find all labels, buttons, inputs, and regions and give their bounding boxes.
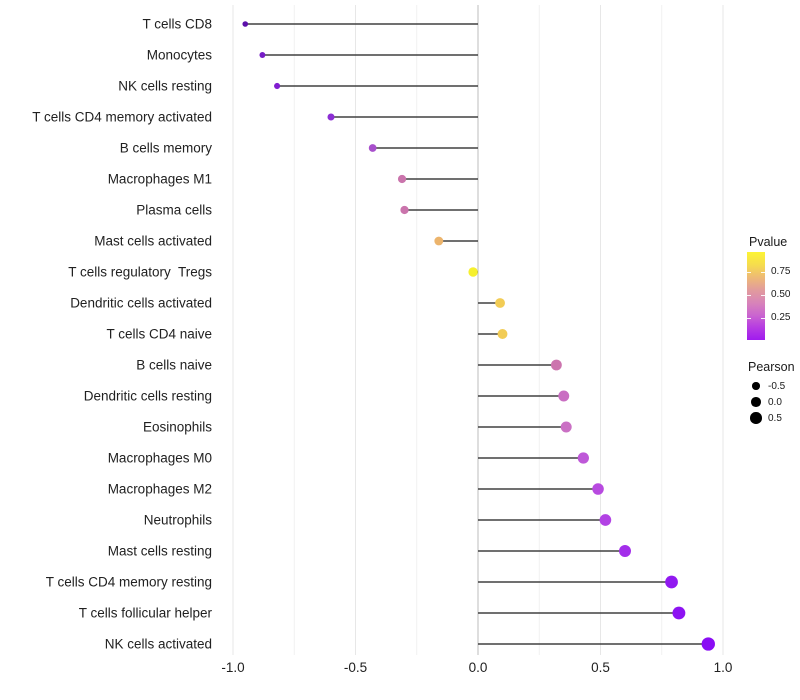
lollipop-point	[242, 21, 249, 27]
x-axis-tick-label: 0.5	[591, 660, 610, 675]
lollipop-point	[592, 483, 604, 495]
pearson-size-label: 0.0	[768, 397, 782, 408]
colorbar-tick	[747, 271, 751, 274]
y-axis-label: Mast cells resting	[108, 544, 212, 559]
y-axis-label: T cells CD4 naive	[106, 327, 212, 342]
pearson-size-dot	[751, 397, 761, 407]
y-axis-label: Macrophages M0	[108, 451, 212, 466]
y-axis-label: T cells CD8	[142, 17, 212, 32]
lollipop-point	[577, 452, 589, 464]
pvalue-tick-label: 0.75	[771, 266, 791, 277]
x-axis-tick-label: -0.5	[344, 660, 367, 675]
y-axis-label: Mast cells activated	[94, 234, 212, 249]
lollipop-point	[368, 144, 377, 152]
x-axis-tick-label: 0.0	[469, 660, 488, 675]
y-axis-label: NK cells resting	[118, 79, 212, 94]
colorbar-tick	[747, 317, 751, 320]
lollipop-point	[327, 113, 335, 121]
pearson-size-dot	[750, 412, 762, 424]
y-axis-label: T cells CD4 memory resting	[46, 575, 212, 590]
lollipop-point	[672, 606, 686, 620]
x-axis-tick-label: 1.0	[714, 660, 733, 675]
lollipop-point	[619, 545, 631, 557]
lollipop-point	[468, 267, 478, 277]
lollipop-point	[497, 329, 508, 339]
y-axis-label: T cells follicular helper	[79, 606, 213, 621]
x-axis-tick-label: -1.0	[221, 660, 244, 675]
lollipop-point	[274, 82, 281, 90]
y-axis-label: B cells naive	[136, 358, 212, 373]
colorbar-tick	[747, 294, 751, 297]
y-axis-label: Plasma cells	[136, 203, 212, 218]
lollipop-point	[400, 205, 409, 215]
y-axis-label: T cells CD4 memory activated	[32, 110, 212, 125]
pvalue-tick-label: 0.50	[771, 289, 791, 300]
lollipop-point	[558, 390, 570, 402]
pearson-size-label: -0.5	[768, 381, 786, 392]
y-axis-label: Macrophages M2	[108, 482, 212, 497]
lollipop-point	[397, 174, 407, 184]
y-axis-label: Eosinophils	[143, 420, 212, 435]
lollipop-point	[495, 298, 505, 308]
pearson-size-dot	[752, 382, 760, 390]
lollipop-point	[550, 359, 562, 371]
lollipop-point	[434, 236, 444, 246]
lollipop-point	[560, 421, 572, 433]
colorbar-tick	[761, 294, 765, 297]
pvalue-tick-label: 0.25	[771, 312, 791, 323]
y-axis-label: Neutrophils	[144, 513, 213, 528]
lollipop-point	[599, 514, 612, 526]
lollipop-point	[665, 575, 678, 589]
colorbar-tick	[761, 271, 765, 274]
pearson-legend-title: Pearson	[748, 360, 795, 374]
pearson-size-label: 0.5	[768, 413, 782, 424]
pvalue-legend-title: Pvalue	[749, 235, 788, 249]
y-axis-label: T cells regulatory Tregs	[68, 265, 212, 280]
pvalue-colorbar	[747, 252, 765, 340]
y-axis-label: Macrophages M1	[108, 172, 212, 187]
y-axis-label: Monocytes	[147, 48, 213, 63]
y-axis-label: Dendritic cells resting	[84, 389, 212, 404]
lollipop-point	[701, 637, 715, 651]
colorbar-tick	[761, 317, 765, 320]
y-axis-label: NK cells activated	[105, 637, 212, 652]
y-axis-label: B cells memory	[120, 141, 213, 156]
y-axis-label: Dendritic cells activated	[70, 296, 212, 311]
lollipop-point	[259, 52, 266, 58]
